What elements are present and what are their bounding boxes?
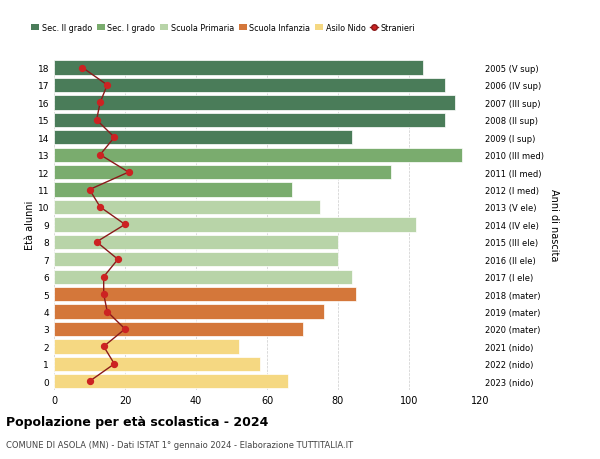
Point [120,325,130,333]
Point [95,151,105,159]
Bar [54,287,356,302]
Bar [54,113,445,128]
Bar [54,322,302,336]
Bar [54,340,239,354]
Bar [54,375,288,389]
Point [95,100,105,107]
Bar [54,61,423,75]
Point [110,360,119,368]
Bar [54,252,338,267]
Point [92,239,101,246]
Point [120,221,130,229]
Legend: Sec. II grado, Sec. I grado, Scuola Primaria, Scuola Infanzia, Asilo Nido, Stran: Sec. II grado, Sec. I grado, Scuola Prim… [28,21,419,36]
Point [85,186,94,194]
Point [110,134,119,142]
Point [103,308,112,315]
Point [85,378,94,385]
Point [77,65,87,72]
Bar [54,78,445,93]
Bar [54,131,352,145]
Text: Popolazione per età scolastica - 2024: Popolazione per età scolastica - 2024 [6,415,268,428]
Bar [54,357,260,371]
Bar [54,305,324,319]
Point [99,343,109,350]
Y-axis label: Anni di nascita: Anni di nascita [550,189,559,261]
Bar [54,183,292,197]
Point [103,82,112,90]
Bar [54,201,320,215]
Point [124,169,133,176]
Text: COMUNE DI ASOLA (MN) - Dati ISTAT 1° gennaio 2024 - Elaborazione TUTTITALIA.IT: COMUNE DI ASOLA (MN) - Dati ISTAT 1° gen… [6,440,353,449]
Point [95,204,105,211]
Point [113,256,123,263]
Point [99,291,109,298]
Bar [54,96,455,110]
Bar [54,270,352,284]
Y-axis label: Età alunni: Età alunni [25,200,35,250]
Bar [54,166,391,180]
Bar [54,235,338,249]
Point [99,274,109,281]
Bar [54,148,462,162]
Bar [54,218,416,232]
Point [92,117,101,124]
